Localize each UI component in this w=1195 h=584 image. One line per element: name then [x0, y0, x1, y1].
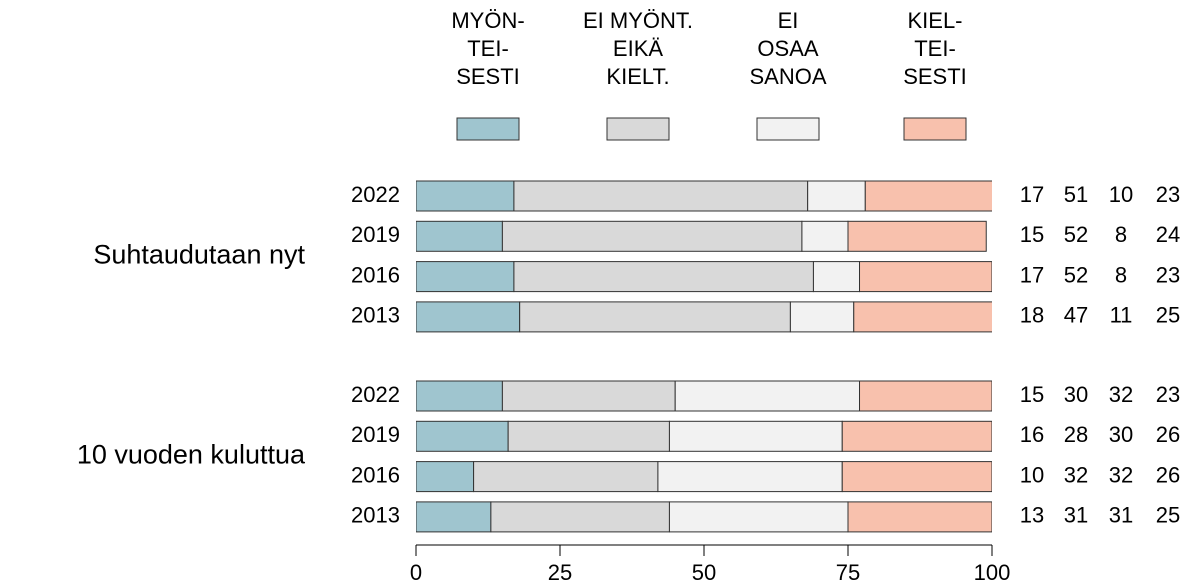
bar-segment	[859, 380, 992, 412]
y-tick-label: 2016	[351, 462, 400, 487]
value-label: 30	[1064, 382, 1088, 407]
bar-segment	[416, 180, 515, 212]
bar-segment	[416, 261, 515, 293]
value-label: 15	[1020, 222, 1044, 247]
legend-swatch	[903, 117, 967, 141]
bar-segment	[416, 501, 492, 533]
bar-segment	[801, 220, 849, 252]
bars	[416, 180, 992, 533]
y-tick-label: 2019	[351, 222, 400, 247]
y-tick-label: 2022	[351, 182, 400, 207]
value-label: 8	[1115, 222, 1127, 247]
bar-segment	[657, 461, 843, 493]
group-label: Suhtaudutaan nyt	[93, 240, 305, 270]
value-label: 24	[1156, 222, 1180, 247]
value-label: 32	[1064, 462, 1088, 487]
legend-label: MYÖN-TEI-SESTI	[451, 8, 524, 89]
bar-segment	[473, 461, 659, 493]
value-label: 30	[1109, 422, 1133, 447]
value-label: 23	[1156, 382, 1180, 407]
value-label: 23	[1156, 182, 1180, 207]
bar-segment	[416, 380, 503, 412]
bar-segment	[853, 301, 992, 333]
bar-segment	[513, 180, 809, 212]
value-label: 8	[1115, 262, 1127, 287]
value-label: 15	[1020, 382, 1044, 407]
bar-segment	[507, 420, 670, 452]
bar-segment	[501, 220, 803, 252]
bar-segment	[864, 180, 992, 212]
value-label: 52	[1064, 262, 1088, 287]
value-label: 31	[1109, 503, 1133, 528]
bar-segment	[807, 180, 866, 212]
y-tick-label: 2019	[351, 422, 400, 447]
value-label: 31	[1064, 503, 1088, 528]
value-label: 26	[1156, 422, 1180, 447]
bar-segment	[668, 420, 843, 452]
bar-segment	[416, 220, 503, 252]
bar-segment	[416, 420, 509, 452]
value-label: 47	[1064, 303, 1088, 328]
bar-segment	[416, 301, 521, 333]
value-label: 23	[1156, 262, 1180, 287]
value-label: 25	[1156, 303, 1180, 328]
bar-segment	[841, 461, 992, 493]
group-label: 10 vuoden kuluttua	[77, 440, 306, 470]
x-tick-label: 0	[410, 560, 422, 584]
value-label: 18	[1020, 303, 1044, 328]
x-tick-label: 25	[548, 560, 572, 584]
bar-segment	[668, 501, 849, 533]
value-label: 25	[1156, 503, 1180, 528]
bar-segment	[674, 380, 861, 412]
x-tick-label: 100	[974, 560, 1011, 584]
bar-segment	[416, 461, 475, 493]
value-label: 32	[1109, 462, 1133, 487]
bar-segment	[847, 220, 987, 252]
value-label: 28	[1064, 422, 1088, 447]
y-tick-label: 2022	[351, 382, 400, 407]
legend-label: EI OSAA SANOA	[749, 8, 826, 89]
bar-segment	[812, 261, 861, 293]
value-label: 13	[1020, 503, 1044, 528]
legend-swatch	[756, 117, 820, 141]
value-label: 10	[1109, 182, 1133, 207]
legend-label: KIEL-TEI-SESTI	[903, 8, 967, 89]
bar-segment	[789, 301, 855, 333]
bar-segment	[519, 301, 791, 333]
value-label: 16	[1020, 422, 1044, 447]
value-label: 17	[1020, 262, 1044, 287]
value-label: 26	[1156, 462, 1180, 487]
value-label: 10	[1020, 462, 1044, 487]
y-tick-label: 2016	[351, 262, 400, 287]
legend-swatch	[606, 117, 670, 141]
value-label: 52	[1064, 222, 1088, 247]
value-label: 51	[1064, 182, 1088, 207]
bar-segment	[490, 501, 670, 533]
x-tick-label: 75	[836, 560, 860, 584]
bar-segment	[859, 261, 992, 293]
bar-segment	[513, 261, 814, 293]
bar-segment	[841, 420, 992, 452]
x-tick-label: 50	[692, 560, 716, 584]
y-tick-label: 2013	[351, 503, 400, 528]
bar-segment	[501, 380, 676, 412]
bar-segment	[847, 501, 992, 533]
legend-swatch	[456, 117, 520, 141]
value-label: 32	[1109, 382, 1133, 407]
value-label: 11	[1110, 303, 1133, 328]
y-tick-label: 2013	[351, 303, 400, 328]
value-label: 17	[1020, 182, 1044, 207]
legend-label: EI MYÖNT. EIKÄ KIELT.	[583, 8, 693, 89]
